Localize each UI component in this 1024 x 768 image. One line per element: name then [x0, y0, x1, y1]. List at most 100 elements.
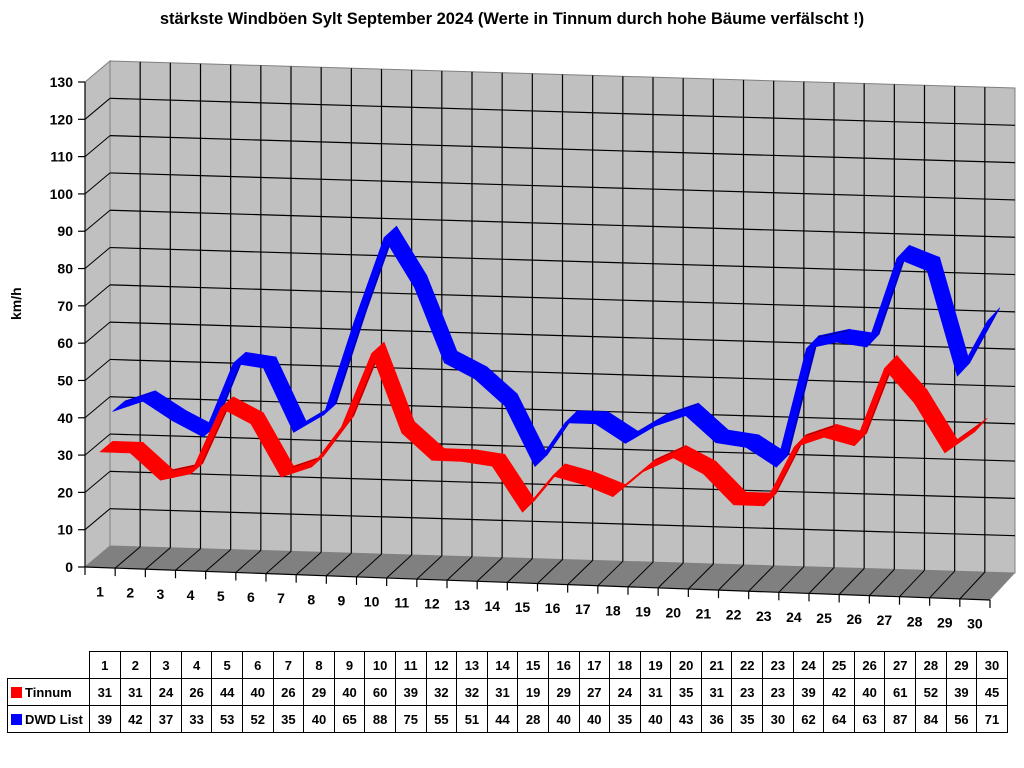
table-row-dwd-list: DWD List 39 42 37 33 53 52 35 40 65 88 75 55 51 44 28 4… — [7, 705, 1008, 733]
table-cell: 30 — [762, 705, 794, 733]
table-cell: 24 — [609, 678, 641, 706]
legend-label: Tinnum — [25, 684, 72, 700]
y-tick-label: 60 — [57, 335, 73, 351]
table-header-cell: 11 — [394, 651, 427, 679]
table-header-cell: 10 — [364, 651, 396, 679]
table-cell: 31 — [700, 678, 733, 706]
table-header-cell: 26 — [853, 651, 886, 679]
y-tick-label: 30 — [57, 447, 73, 463]
table-header-cell: 23 — [762, 651, 794, 679]
table-cell: 35 — [609, 705, 641, 733]
x-tick-label: 27 — [877, 612, 893, 628]
table-header-cell: 21 — [700, 651, 733, 679]
legend-label: DWD List — [25, 711, 83, 727]
table-cell: 39 — [394, 678, 427, 706]
table-cell: 28 — [517, 705, 549, 733]
table-header-cell: 4 — [180, 651, 213, 679]
table-cell: 42 — [823, 678, 855, 706]
x-tick-label: 3 — [157, 586, 165, 602]
table-cell: 36 — [700, 705, 733, 733]
y-tick-label: 80 — [57, 261, 73, 277]
table-cell: 35 — [272, 705, 305, 733]
table-cell: 23 — [762, 678, 794, 706]
chart-title: stärkste Windböen Sylt September 2024 (W… — [159, 10, 865, 28]
table-cell: 23 — [731, 678, 764, 706]
x-tick-label: 6 — [247, 589, 255, 605]
table-cell: 44 — [211, 678, 243, 706]
table-row-tinnum: Tinnum 31 31 24 26 44 40 26 29 40 60 39 32 32 31 19 29 2… — [7, 678, 1008, 706]
table-header-cell: 24 — [792, 651, 825, 679]
x-tick-label: 8 — [307, 591, 315, 607]
x-tick-label: 21 — [696, 606, 712, 622]
x-tick-label: 23 — [756, 608, 772, 624]
table-cell: 27 — [578, 678, 611, 706]
table-cell: 71 — [976, 705, 1008, 733]
y-tick-label: 130 — [50, 74, 74, 90]
table-cell: 75 — [394, 705, 427, 733]
table-header-cell: 8 — [303, 651, 335, 679]
table-header-cell: 30 — [976, 651, 1008, 679]
y-tick-label: 110 — [50, 149, 73, 165]
table-cell: 56 — [945, 705, 978, 733]
table-corner — [8, 652, 90, 679]
table-cell: 42 — [119, 705, 152, 733]
table-header-cell: 20 — [670, 651, 702, 679]
table-header-cell: 12 — [425, 651, 458, 679]
table-cell: 35 — [670, 678, 702, 706]
x-tick-label: 30 — [967, 615, 983, 631]
table-cell: 31 — [89, 678, 121, 706]
table-header-cell: 29 — [945, 651, 978, 679]
table-cell: 63 — [853, 705, 886, 733]
table-header-cell: 25 — [823, 651, 855, 679]
table-cell: 55 — [425, 705, 458, 733]
x-tick-label: 10 — [364, 593, 380, 609]
table-header-cell: 9 — [333, 651, 366, 679]
table-header-cell: 18 — [609, 651, 641, 679]
legend-swatch-icon — [11, 686, 22, 698]
table-cell: 40 — [853, 678, 886, 706]
table-cell: 40 — [578, 705, 611, 733]
y-tick-label: 20 — [57, 484, 73, 500]
table-cell: 39 — [792, 678, 825, 706]
table-cell: 32 — [456, 678, 488, 706]
table-cell: 60 — [364, 678, 396, 706]
table-cell: 40 — [333, 678, 366, 706]
series-tinnum — [99, 341, 988, 513]
table-cell: 31 — [486, 678, 519, 706]
x-tick-label: 9 — [338, 592, 346, 608]
table-header-cell: 1 — [89, 651, 121, 679]
legend-tinnum: Tinnum — [7, 678, 90, 706]
table-cell: 64 — [823, 705, 855, 733]
x-tick-label: 29 — [937, 614, 953, 630]
x-tick-label: 2 — [126, 585, 134, 601]
y-tick-label: 100 — [50, 186, 74, 202]
table-header-cell: 3 — [150, 651, 182, 679]
data-table: 1 2 3 4 5 6 7 8 9 10 11 12 13 14 15 16 17 18 19 20 21 22 23 24 2… — [7, 651, 1008, 733]
table-header-cell: 17 — [578, 651, 611, 679]
series-dwd-list — [112, 225, 1001, 469]
table-cell: 44 — [486, 705, 519, 733]
table-cell: 52 — [241, 705, 274, 733]
table-header-cell: 16 — [547, 651, 580, 679]
table-cell: 52 — [915, 678, 947, 706]
chart-floor — [85, 546, 1015, 600]
y-tick-label: 90 — [57, 223, 73, 239]
y-tick-label: 50 — [57, 372, 73, 388]
x-tick-label: 17 — [575, 601, 591, 617]
table-cell: 29 — [303, 678, 335, 706]
table-cell: 26 — [180, 678, 213, 706]
table-cell: 43 — [670, 705, 702, 733]
x-tick-label: 16 — [545, 600, 561, 616]
table-cell: 61 — [884, 678, 917, 706]
table-header-cell: 22 — [731, 651, 764, 679]
legend-swatch-icon — [11, 713, 22, 725]
table-header-cell: 19 — [639, 651, 672, 679]
table-cell: 39 — [945, 678, 978, 706]
chart-series — [99, 225, 1001, 513]
table-header-cell: 27 — [884, 651, 917, 679]
table-cell: 53 — [211, 705, 243, 733]
table-cell: 88 — [364, 705, 396, 733]
x-tick-label: 5 — [217, 588, 225, 604]
x-tick-label: 28 — [907, 613, 923, 629]
